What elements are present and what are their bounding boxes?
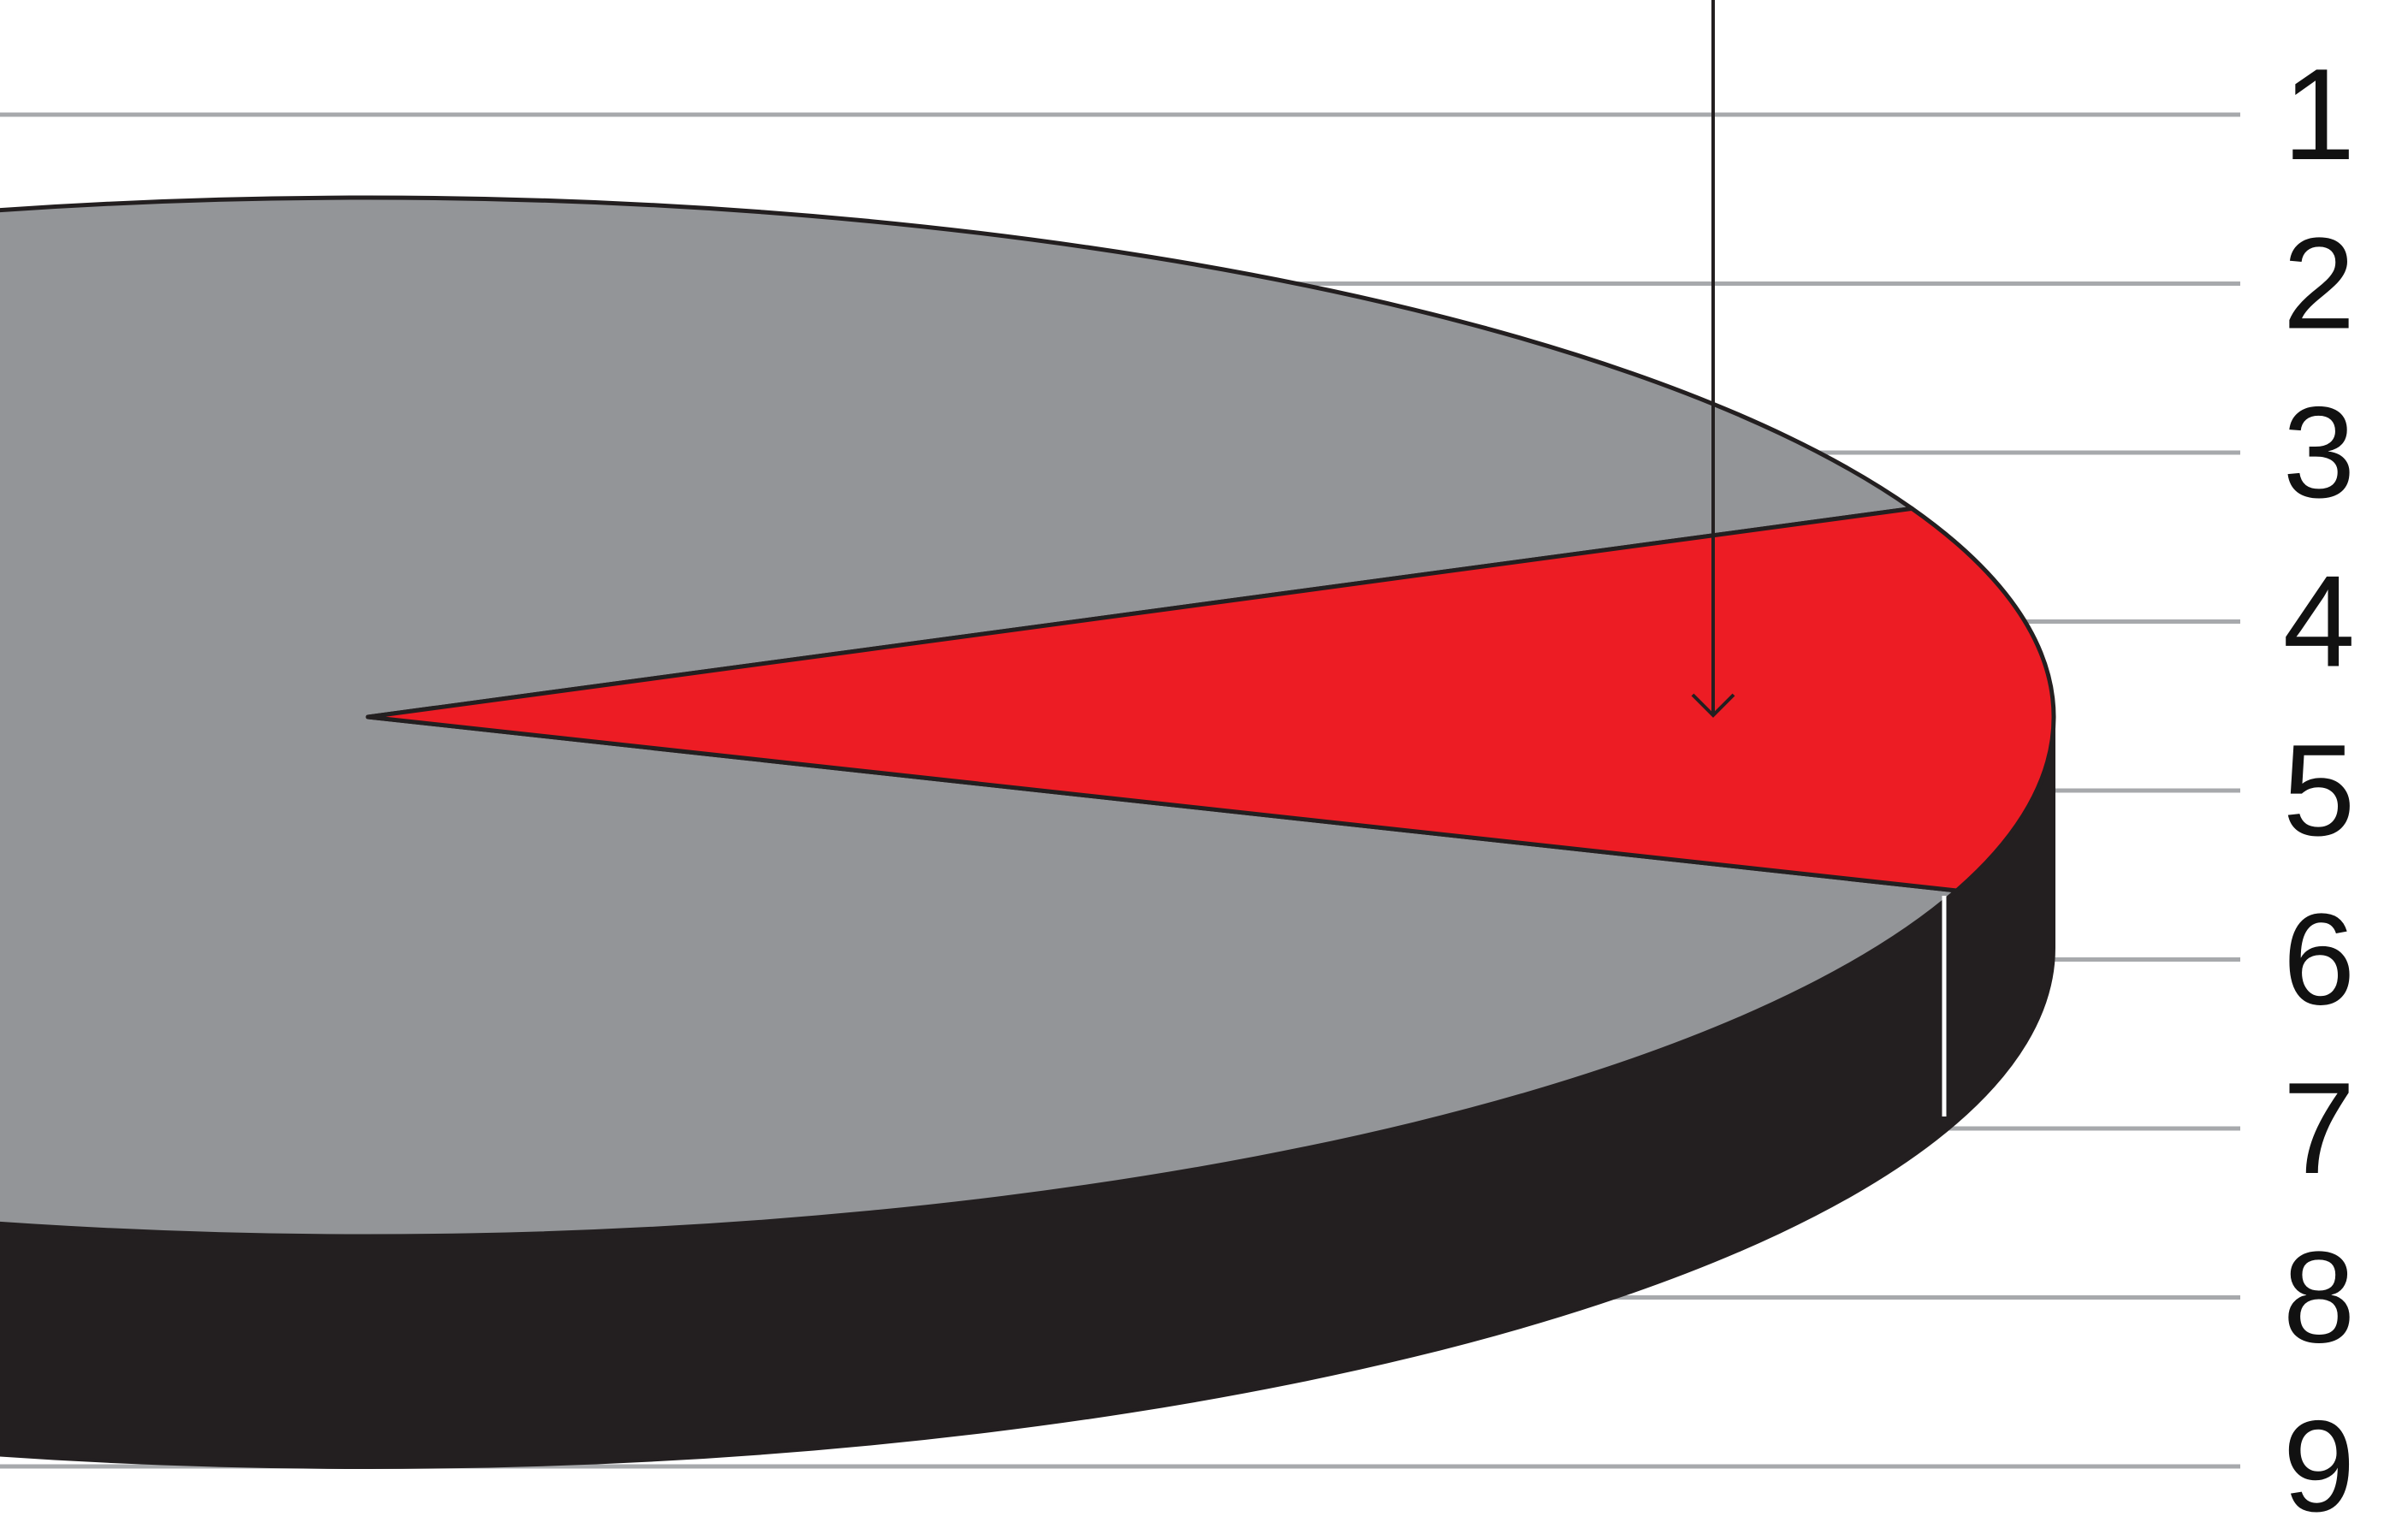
pointer-arrow bbox=[1691, 0, 1735, 718]
scale-label: 5 bbox=[2283, 718, 2356, 863]
scale-label: 2 bbox=[2283, 211, 2356, 357]
scale-label: 8 bbox=[2283, 1225, 2356, 1371]
scale-label: 9 bbox=[2283, 1394, 2356, 1539]
scale-label: 3 bbox=[2283, 380, 2356, 525]
arrow-head bbox=[1691, 693, 1735, 718]
scale-label: 4 bbox=[2283, 549, 2356, 695]
pie-body bbox=[0, 195, 2056, 1469]
scale-label: 6 bbox=[2283, 887, 2356, 1033]
scale-labels: 1 2 3 4 5 6 7 8 9 bbox=[2283, 42, 2356, 1539]
scale-label: 7 bbox=[2283, 1056, 2356, 1201]
pie-slice-gray bbox=[0, 195, 1960, 1239]
pie-slice-red bbox=[365, 506, 2056, 893]
scale-label: 1 bbox=[2283, 42, 2356, 187]
